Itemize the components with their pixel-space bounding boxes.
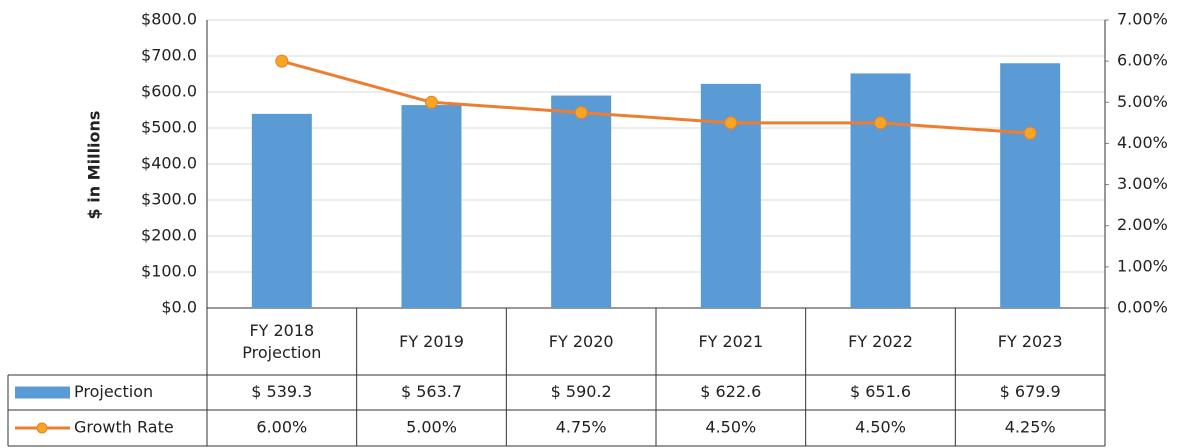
line [281, 59, 1031, 135]
category-label: FY 2023 [997, 331, 1063, 351]
y2-tick-label: 0.00% [1117, 298, 1168, 317]
table-value: 4.25% [1005, 418, 1056, 437]
line-point [425, 95, 438, 109]
legend-swatch [15, 386, 70, 399]
y-tick-label: $700.0 [141, 46, 197, 65]
y2-tick-label: 6.00% [1117, 51, 1168, 70]
line-point [1023, 126, 1037, 140]
line-point [724, 116, 738, 130]
bar [1000, 63, 1061, 309]
table-value: $ 622.6 [700, 382, 761, 401]
table-value: $ 651.6 [850, 382, 911, 401]
y2-tick-label: 5.00% [1117, 92, 1168, 111]
legend-label: Projection [74, 382, 153, 401]
bar [551, 95, 612, 308]
y2-tick-label: 7.00% [1117, 10, 1168, 29]
line-point [874, 116, 887, 130]
table-value: 5.00% [406, 418, 457, 437]
category-label: FY 2020 [548, 331, 614, 351]
category-label: FY 2021 [698, 331, 764, 351]
line-point [574, 106, 588, 120]
table-value: 6.00% [256, 418, 307, 437]
table-value: $ 679.9 [1000, 382, 1061, 401]
table-value: $ 590.2 [551, 382, 612, 401]
y2-tick-label: 1.00% [1117, 256, 1168, 275]
category-label: FY 2019 [399, 331, 464, 351]
y-tick-label: $0.0 [161, 298, 197, 317]
legend-label: Growth Rate [74, 418, 174, 437]
table-value: 4.50% [705, 418, 756, 437]
y-tick-label: $200.0 [141, 226, 197, 245]
category-label: FY 2022 [848, 331, 913, 351]
y2-tick-label: 2.00% [1117, 215, 1168, 234]
y2-tick-label: 4.00% [1117, 133, 1168, 152]
y-tick-label: $600.0 [141, 82, 197, 101]
legend-marker [36, 422, 48, 434]
table-value: $ 539.3 [251, 382, 312, 401]
y-axis-title: $ in Millions [85, 111, 104, 220]
bar [251, 113, 312, 309]
table-value: 4.50% [855, 418, 906, 437]
bar [401, 105, 462, 309]
y-tick-label: $300.0 [141, 190, 197, 209]
y-tick-label: $400.0 [141, 154, 197, 173]
category-label: FY 2018 Projection [242, 320, 322, 362]
bar [850, 73, 911, 308]
line-point [275, 54, 289, 68]
y-tick-label: $100.0 [141, 262, 197, 281]
y-tick-label: $800.0 [141, 10, 197, 29]
table-value: $ 563.7 [401, 382, 462, 401]
table-value: 4.75% [556, 418, 607, 437]
y-tick-label: $500.0 [141, 118, 197, 137]
y2-tick-label: 3.00% [1117, 174, 1168, 193]
